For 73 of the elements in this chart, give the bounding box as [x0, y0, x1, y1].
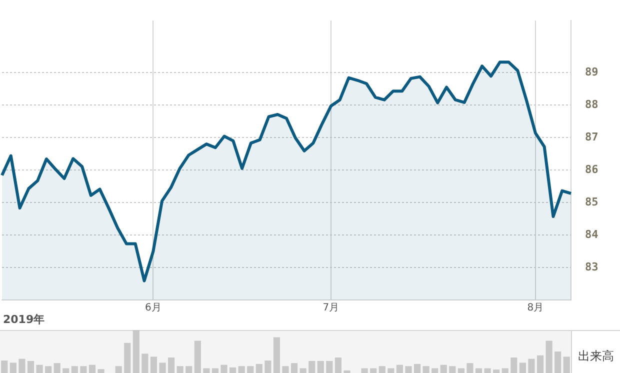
bar	[458, 368, 464, 373]
y-tick-label: 89	[585, 65, 598, 78]
bar	[264, 360, 272, 373]
bar	[273, 337, 280, 373]
bar	[203, 368, 210, 373]
bar	[546, 340, 552, 373]
bar	[536, 355, 544, 373]
bar	[432, 368, 438, 373]
bar	[115, 366, 122, 373]
bar	[54, 363, 60, 373]
bar	[36, 364, 43, 373]
bar	[396, 364, 403, 373]
bar	[484, 368, 491, 373]
bar	[256, 364, 262, 373]
bar	[528, 358, 535, 373]
bar	[71, 366, 78, 373]
bar	[466, 363, 474, 373]
bar	[98, 369, 104, 373]
bar	[159, 362, 166, 373]
bar	[168, 358, 175, 373]
bar	[326, 360, 333, 373]
x-tick-label: 7月	[322, 302, 340, 314]
bar	[440, 364, 447, 373]
bar	[502, 368, 508, 373]
bar	[510, 358, 518, 373]
bar	[290, 363, 298, 373]
bar	[370, 368, 377, 373]
bar	[334, 358, 342, 373]
bar	[519, 362, 526, 373]
bar	[80, 366, 87, 373]
bar	[10, 362, 16, 373]
bar	[220, 364, 228, 373]
y-tick-label: 87	[585, 130, 598, 144]
bar	[247, 366, 254, 373]
x-tick-label: 6月	[144, 302, 162, 314]
bar	[554, 352, 562, 373]
x-tick-label: 8月	[527, 302, 544, 314]
bar	[230, 367, 236, 373]
bar	[405, 366, 412, 373]
bar	[1, 360, 8, 373]
y-tick-label: 86	[585, 162, 599, 176]
bar	[493, 370, 500, 373]
bar	[27, 360, 34, 373]
text: 2019年	[3, 313, 45, 326]
y-tick-label: 83	[585, 260, 598, 274]
bar	[414, 364, 421, 373]
bar	[124, 342, 131, 373]
bar	[212, 368, 219, 373]
bar	[45, 366, 52, 373]
bar	[282, 366, 289, 373]
y-tick-label: 84	[585, 228, 599, 241]
bar	[18, 358, 26, 373]
bar	[422, 366, 430, 373]
bar	[150, 356, 158, 373]
bar	[378, 366, 386, 373]
bar	[475, 368, 482, 373]
bar	[62, 368, 70, 373]
bar	[238, 366, 245, 373]
bar	[186, 366, 192, 373]
bar	[317, 360, 324, 373]
y-tick-label: 88	[585, 98, 598, 111]
bar	[88, 364, 96, 373]
bar	[142, 354, 148, 373]
bar	[308, 360, 316, 373]
bar	[388, 368, 394, 373]
bar	[194, 340, 201, 373]
y-tick-label: 85	[585, 195, 598, 208]
bar	[344, 370, 350, 373]
y-axis-title: 出来高	[578, 349, 614, 364]
bar	[176, 366, 184, 373]
bar	[361, 368, 368, 373]
bar	[449, 366, 456, 373]
bar	[300, 368, 306, 373]
